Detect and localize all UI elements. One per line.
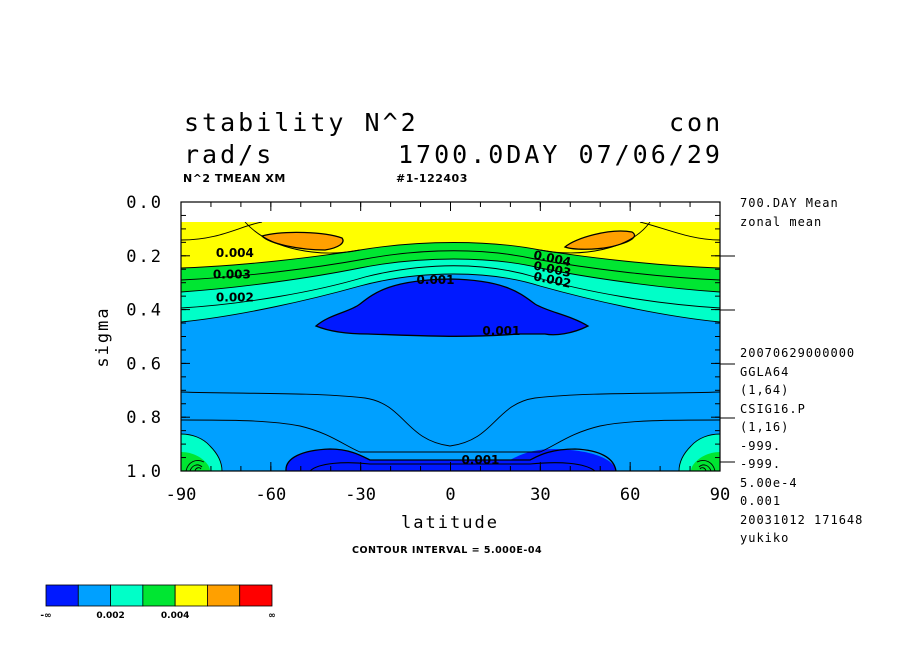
colorbar-label: 0.002 bbox=[96, 611, 124, 621]
colorbar-swatch bbox=[77, 584, 111, 607]
colorbar-label: -∞ bbox=[40, 611, 51, 621]
variable-subtitle: N^2 TMEAN XM bbox=[183, 172, 286, 185]
contour-lines bbox=[181, 222, 720, 471]
meta-missing-2: -999. bbox=[740, 457, 782, 471]
fill-level-0.0003-bottom bbox=[310, 462, 595, 471]
contour-label: 0.001 bbox=[482, 324, 520, 338]
contour-label: 0.003 bbox=[213, 268, 251, 282]
x-tick-label: -30 bbox=[345, 485, 376, 505]
y-tick-label: 0.0 bbox=[126, 193, 163, 213]
y-axis-title: sigma bbox=[93, 306, 113, 367]
colorbar-label: ∞ bbox=[268, 611, 276, 621]
x-tick-label: 90 bbox=[710, 485, 730, 505]
contour-label: 0.001 bbox=[417, 273, 455, 287]
axis-labels: -90 -60 -30 0 30 60 90 0.0 0.2 0.4 0.6 0.8 1.0 bbox=[126, 193, 730, 505]
x-axis-title: latitude bbox=[401, 513, 499, 533]
chart-title: stability N^2 bbox=[184, 108, 419, 137]
time-label: 1700.0DAY 07/06/29 bbox=[398, 140, 723, 169]
contour-label: 0.002 bbox=[216, 290, 254, 304]
x-tick-label: 60 bbox=[620, 485, 640, 505]
meta-user: yukiko bbox=[740, 531, 790, 545]
contour-label-group: 0.001 bbox=[482, 324, 520, 338]
colorbar-swatch bbox=[207, 584, 241, 607]
contour-fills bbox=[181, 222, 720, 471]
fill-level-0.005-sh bbox=[262, 232, 344, 250]
colorbar-swatch bbox=[174, 584, 208, 607]
contour-label-group: 0.004 bbox=[216, 246, 254, 260]
contour-label-group: 0.001 bbox=[461, 453, 499, 467]
meta-date: 20070629000000 bbox=[740, 346, 856, 360]
meta-created: 20031012 171648 bbox=[740, 512, 864, 527]
contour-labels: 0.0040.0030.0020.0010.0010.0010.0040.003… bbox=[213, 246, 572, 467]
colorbar-swatch bbox=[142, 584, 176, 607]
contour-label: 0.001 bbox=[461, 453, 499, 467]
axis-ticks bbox=[180, 201, 721, 472]
y-tick-label: 0.6 bbox=[126, 354, 163, 374]
meta-interval: 5.00e-4 bbox=[740, 475, 798, 490]
y-tick-label: 0.8 bbox=[126, 408, 163, 428]
contour-label-group: 0.001 bbox=[417, 273, 455, 287]
x-tick-label: -60 bbox=[255, 485, 286, 505]
x-tick-label: 30 bbox=[530, 485, 550, 505]
right-guides bbox=[720, 255, 735, 463]
units-label: rad/s bbox=[184, 140, 275, 169]
meta-x-range: (1,64) bbox=[740, 383, 790, 397]
colorbar-labels: -∞ 0.002 0.004 ∞ bbox=[40, 611, 275, 621]
meta-missing-1: -999. bbox=[740, 438, 782, 453]
colorbar-swatch bbox=[45, 584, 79, 607]
meta-vgrid: CSIG16.P bbox=[740, 401, 806, 416]
contour-interval-label: CONTOUR INTERVAL = 5.000E-04 bbox=[352, 545, 543, 556]
x-tick-label: -90 bbox=[166, 485, 197, 505]
contour-label: 0.004 bbox=[216, 246, 254, 260]
zonal-mean-label: zonal mean bbox=[740, 215, 823, 229]
run-id-subtitle: #1-122403 bbox=[396, 172, 468, 185]
colorbar bbox=[45, 584, 273, 607]
chart-type-label: con bbox=[669, 108, 724, 137]
x-tick-label: 0 bbox=[445, 485, 455, 505]
meta-grid: GGLA64 bbox=[740, 364, 790, 379]
mean-label: 700.DAY Mean bbox=[740, 196, 839, 210]
contour-label-group: 0.002 bbox=[216, 290, 254, 304]
y-tick-label: 0.4 bbox=[126, 301, 163, 321]
y-tick-label: 0.2 bbox=[126, 247, 163, 267]
colorbar-swatch bbox=[239, 584, 273, 607]
colorbar-label: 0.004 bbox=[161, 611, 189, 621]
y-tick-label: 1.0 bbox=[126, 462, 163, 482]
colorbar-swatch bbox=[110, 584, 144, 607]
fill-level-0.0005-mid bbox=[316, 279, 588, 337]
contour-label-group: 0.003 bbox=[213, 268, 251, 282]
meta-scale: 0.001 bbox=[740, 494, 782, 508]
meta-z-range: (1,16) bbox=[740, 420, 790, 434]
